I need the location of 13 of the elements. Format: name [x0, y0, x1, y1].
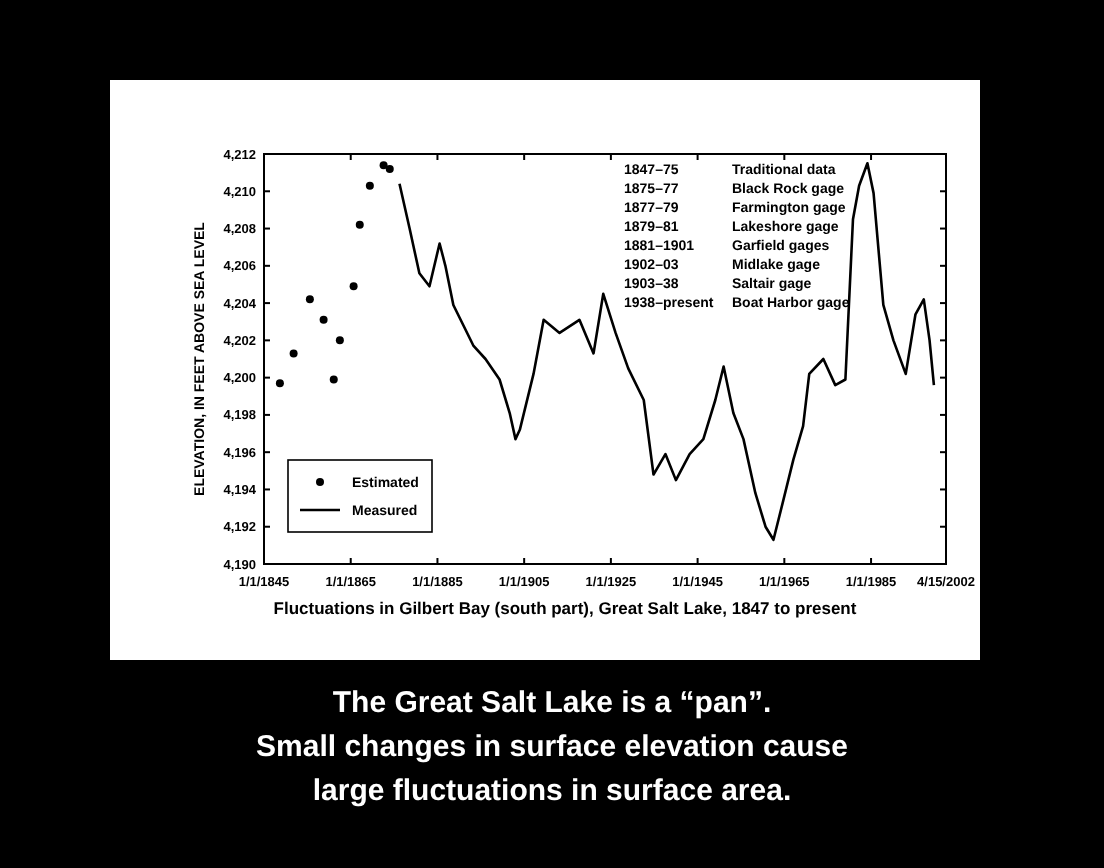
point [385, 164, 394, 173]
point [355, 220, 364, 229]
point [335, 336, 344, 345]
point [329, 375, 338, 384]
point [379, 161, 388, 170]
text: The Great Salt Lake is a “pan”. Small changes in surface elevation cause large fluctuations in surface area. [256, 686, 848, 808]
point [365, 181, 374, 190]
point [349, 282, 358, 291]
point [275, 379, 284, 388]
point [289, 349, 298, 358]
point [305, 295, 314, 304]
x-axis-title: Fluctuations in Gilbert Bay (south part), Great Salt Lake, 1847 to present [273, 598, 857, 618]
point [319, 315, 328, 324]
